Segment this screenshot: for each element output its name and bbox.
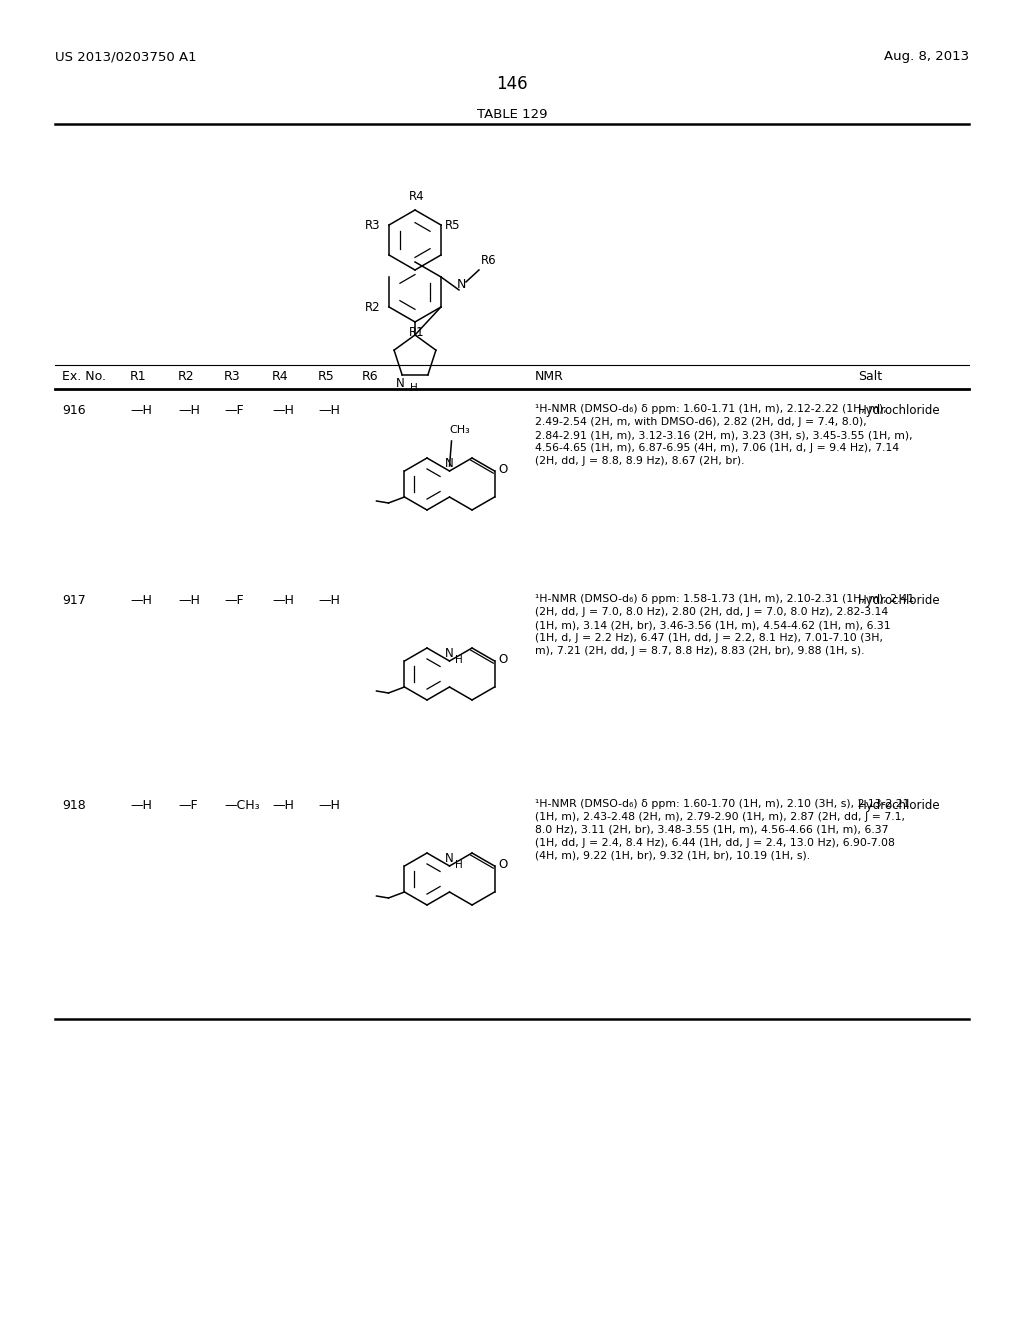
Text: (1H, m), 2.43-2.48 (2H, m), 2.79-2.90 (1H, m), 2.87 (2H, dd, J = 7.1,: (1H, m), 2.43-2.48 (2H, m), 2.79-2.90 (1… (535, 812, 905, 822)
Text: R3: R3 (224, 370, 241, 383)
Text: H: H (455, 861, 462, 870)
Text: m), 7.21 (2H, dd, J = 8.7, 8.8 Hz), 8.83 (2H, br), 9.88 (1H, s).: m), 7.21 (2H, dd, J = 8.7, 8.8 Hz), 8.83… (535, 645, 864, 656)
Text: —H: —H (130, 799, 152, 812)
Text: (1H, dd, J = 2.4, 8.4 Hz), 6.44 (1H, dd, J = 2.4, 13.0 Hz), 6.90-7.08: (1H, dd, J = 2.4, 8.4 Hz), 6.44 (1H, dd,… (535, 838, 895, 847)
Text: N: N (444, 457, 454, 470)
Text: —F: —F (224, 594, 244, 607)
Text: —H: —H (130, 404, 152, 417)
Text: N: N (444, 647, 454, 660)
Text: CH₃: CH₃ (450, 425, 470, 436)
Text: Ex. No.: Ex. No. (62, 370, 106, 383)
Text: ¹H-NMR (DMSO-d₆) δ ppm: 1.60-1.70 (1H, m), 2.10 (3H, s), 2.13-2.21: ¹H-NMR (DMSO-d₆) δ ppm: 1.60-1.70 (1H, m… (535, 799, 909, 809)
Text: H: H (410, 383, 418, 393)
Text: —H: —H (272, 799, 294, 812)
Text: 4.56-4.65 (1H, m), 6.87-6.95 (4H, m), 7.06 (1H, d, J = 9.4 Hz), 7.14: 4.56-4.65 (1H, m), 6.87-6.95 (4H, m), 7.… (535, 444, 899, 453)
Text: R6: R6 (481, 253, 497, 267)
Text: Hydrochloride: Hydrochloride (858, 799, 941, 812)
Text: N: N (396, 376, 404, 389)
Text: H: H (455, 655, 462, 665)
Text: —F: —F (224, 404, 244, 417)
Text: R2: R2 (365, 301, 381, 314)
Text: (1H, d, J = 2.2 Hz), 6.47 (1H, dd, J = 2.2, 8.1 Hz), 7.01-7.10 (3H,: (1H, d, J = 2.2 Hz), 6.47 (1H, dd, J = 2… (535, 634, 883, 643)
Text: —H: —H (272, 594, 294, 607)
Text: N: N (444, 851, 454, 865)
Text: —H: —H (178, 594, 200, 607)
Text: 146: 146 (497, 75, 527, 92)
Text: R4: R4 (409, 190, 425, 203)
Text: (2H, dd, J = 7.0, 8.0 Hz), 2.80 (2H, dd, J = 7.0, 8.0 Hz), 2.82-3.14: (2H, dd, J = 7.0, 8.0 Hz), 2.80 (2H, dd,… (535, 607, 888, 616)
Text: ¹H-NMR (DMSO-d₆) δ ppm: 1.58-1.73 (1H, m), 2.10-2.31 (1H, m), 2.41: ¹H-NMR (DMSO-d₆) δ ppm: 1.58-1.73 (1H, m… (535, 594, 914, 605)
Text: TABLE 129: TABLE 129 (477, 108, 547, 121)
Text: —H: —H (318, 594, 340, 607)
Text: —CH₃: —CH₃ (224, 799, 260, 812)
Text: O: O (499, 463, 508, 477)
Text: 918: 918 (62, 799, 86, 812)
Text: (1H, m), 3.14 (2H, br), 3.46-3.56 (1H, m), 4.54-4.62 (1H, m), 6.31: (1H, m), 3.14 (2H, br), 3.46-3.56 (1H, m… (535, 620, 891, 630)
Text: US 2013/0203750 A1: US 2013/0203750 A1 (55, 50, 197, 63)
Text: Hydrochloride: Hydrochloride (858, 594, 941, 607)
Text: 916: 916 (62, 404, 86, 417)
Text: —F: —F (178, 799, 198, 812)
Text: Hydrochloride: Hydrochloride (858, 404, 941, 417)
Text: 8.0 Hz), 3.11 (2H, br), 3.48-3.55 (1H, m), 4.56-4.66 (1H, m), 6.37: 8.0 Hz), 3.11 (2H, br), 3.48-3.55 (1H, m… (535, 825, 889, 836)
Text: N: N (457, 279, 466, 290)
Text: (2H, dd, J = 8.8, 8.9 Hz), 8.67 (2H, br).: (2H, dd, J = 8.8, 8.9 Hz), 8.67 (2H, br)… (535, 455, 744, 466)
Text: NMR: NMR (535, 370, 564, 383)
Text: O: O (499, 653, 508, 667)
Text: 917: 917 (62, 594, 86, 607)
Text: —H: —H (318, 799, 340, 812)
Text: ¹H-NMR (DMSO-d₆) δ ppm: 1.60-1.71 (1H, m), 2.12-2.22 (1H, m),: ¹H-NMR (DMSO-d₆) δ ppm: 1.60-1.71 (1H, m… (535, 404, 887, 414)
Text: O: O (499, 858, 508, 871)
Text: R6: R6 (362, 370, 379, 383)
Text: Aug. 8, 2013: Aug. 8, 2013 (884, 50, 969, 63)
Text: —H: —H (318, 404, 340, 417)
Text: R4: R4 (272, 370, 289, 383)
Text: Salt: Salt (858, 370, 882, 383)
Text: R3: R3 (365, 219, 381, 232)
Text: —H: —H (178, 404, 200, 417)
Text: R2: R2 (178, 370, 195, 383)
Text: R5: R5 (318, 370, 335, 383)
Text: R1: R1 (130, 370, 146, 383)
Text: 2.84-2.91 (1H, m), 3.12-3.16 (2H, m), 3.23 (3H, s), 3.45-3.55 (1H, m),: 2.84-2.91 (1H, m), 3.12-3.16 (2H, m), 3.… (535, 430, 912, 440)
Text: 2.49-2.54 (2H, m, with DMSO-d6), 2.82 (2H, dd, J = 7.4, 8.0),: 2.49-2.54 (2H, m, with DMSO-d6), 2.82 (2… (535, 417, 866, 426)
Text: (4H, m), 9.22 (1H, br), 9.32 (1H, br), 10.19 (1H, s).: (4H, m), 9.22 (1H, br), 9.32 (1H, br), 1… (535, 851, 810, 861)
Text: —H: —H (272, 404, 294, 417)
Text: R5: R5 (445, 219, 461, 232)
Text: —H: —H (130, 594, 152, 607)
Text: R1: R1 (409, 326, 425, 339)
